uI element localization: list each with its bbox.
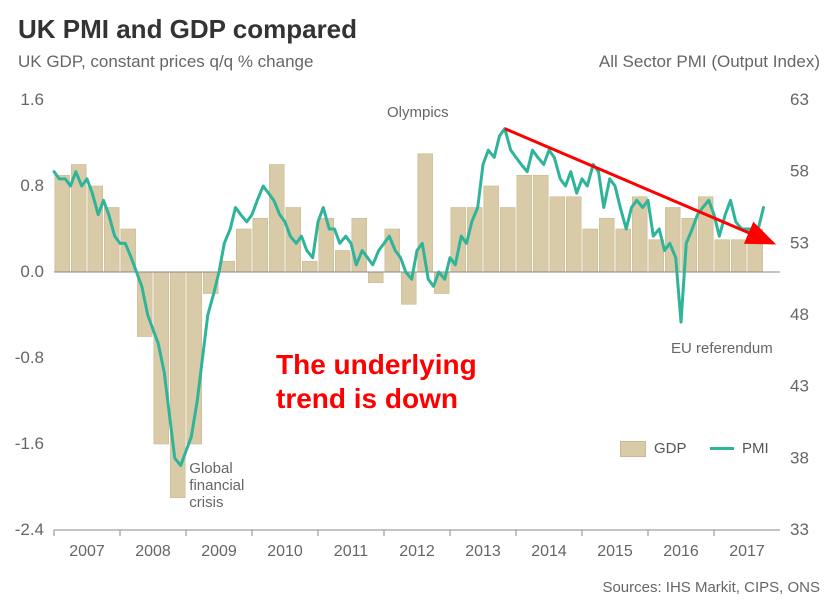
legend-pmi-label: PMI — [742, 440, 769, 457]
gdp-bar — [550, 197, 565, 272]
annotation-olympics: Olympics — [387, 104, 449, 121]
plot-area: 1.6 0.8 0.0 -0.8 -1.6 -2.4 63 58 53 48 43 38 33 2007 2… — [0, 0, 840, 608]
gdp-bar — [335, 251, 350, 273]
legend-gdp-swatch — [620, 441, 646, 457]
left-axis-tick: 1.6 — [20, 90, 44, 109]
left-axis-tick: 0.8 — [20, 176, 44, 195]
legend-gdp: GDP — [620, 440, 687, 457]
gdp-bar — [319, 218, 334, 272]
legend-pmi-swatch — [710, 447, 734, 450]
gdp-bar — [533, 175, 548, 272]
x-axis-tick: 2008 — [135, 543, 171, 560]
x-axis-tick: 2009 — [201, 543, 237, 560]
gdp-bar — [632, 197, 647, 272]
annotation-global-financial-crisis: Global financial crisis — [189, 460, 244, 511]
gdp-bar — [500, 208, 515, 273]
x-axis-tick: 2014 — [531, 543, 567, 560]
right-axis-tick: 58 — [790, 162, 809, 181]
gdp-bar — [599, 218, 614, 272]
right-axis-tick: 63 — [790, 90, 809, 109]
x-axis-tick: 2011 — [334, 543, 369, 560]
legend-pmi: PMI — [710, 440, 769, 457]
x-axis-tick: 2010 — [267, 543, 303, 560]
x-axis-tick: 2015 — [597, 543, 633, 560]
gdp-bar — [55, 175, 70, 272]
gdp-bar — [566, 197, 581, 272]
gdp-bar — [649, 240, 664, 272]
sources-text: Sources: IHS Markit, CIPS, ONS — [602, 579, 820, 596]
right-axis-tick: 38 — [790, 448, 809, 467]
gdp-bar — [517, 175, 532, 272]
legend-gdp-label: GDP — [654, 440, 687, 457]
gdp-bar — [352, 218, 367, 272]
x-axis-tick: 2007 — [69, 543, 105, 560]
gdp-bar — [715, 240, 730, 272]
gdp-bar — [665, 208, 680, 273]
gdp-bar — [484, 186, 499, 272]
callout-text: The underlying trend is down — [276, 348, 536, 415]
x-axis-tick: 2013 — [465, 543, 501, 560]
gdp-bar — [731, 240, 746, 272]
right-axis-tick: 33 — [790, 520, 809, 539]
x-axis-tick: 2012 — [399, 543, 435, 560]
gdp-bar — [583, 229, 598, 272]
left-axis-tick: -1.6 — [15, 434, 44, 453]
x-axis-tick: 2017 — [729, 543, 765, 560]
gdp-bar — [616, 229, 631, 272]
right-axis-tick: 53 — [790, 233, 809, 252]
right-axis-tick: 43 — [790, 377, 809, 396]
annotation-eu-referendum: EU referendum — [671, 340, 773, 357]
gdp-bar — [253, 218, 268, 272]
left-axis-tick: -0.8 — [15, 348, 44, 367]
left-axis-tick: 0.0 — [20, 262, 44, 281]
gdp-bar — [385, 229, 400, 272]
gdp-bar — [368, 272, 383, 283]
gdp-bar — [236, 229, 251, 272]
x-axis-tick: 2016 — [663, 543, 699, 560]
gdp-bar — [302, 261, 317, 272]
left-axis-tick: -2.4 — [15, 520, 44, 539]
right-axis-tick: 48 — [790, 305, 809, 324]
